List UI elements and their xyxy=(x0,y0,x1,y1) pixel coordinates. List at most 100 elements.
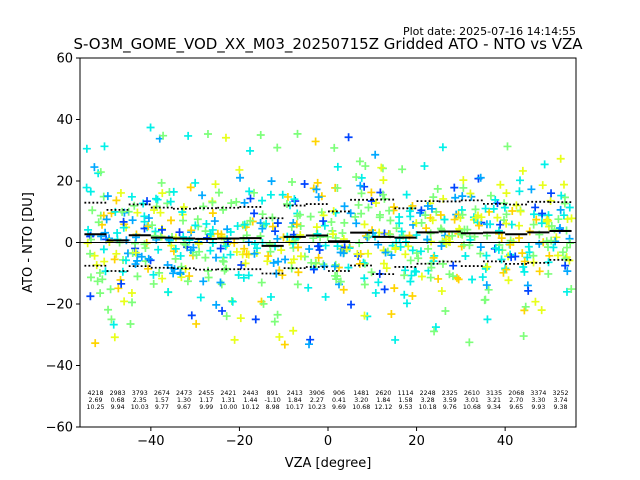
data-point xyxy=(483,315,492,324)
data-point xyxy=(386,216,395,225)
data-point xyxy=(489,204,498,213)
data-point xyxy=(268,222,277,231)
data-point xyxy=(234,270,243,279)
data-point xyxy=(531,203,540,212)
x-tick-label: −20 xyxy=(226,434,253,449)
data-point xyxy=(450,215,459,224)
data-point xyxy=(281,255,290,264)
data-point xyxy=(256,131,265,140)
data-point xyxy=(432,207,441,216)
data-point xyxy=(294,268,303,277)
data-point xyxy=(503,142,512,151)
bin-std-label: 10.12 xyxy=(241,404,259,411)
bin-count-label: 1481 xyxy=(353,390,369,397)
data-point xyxy=(133,208,142,217)
data-point xyxy=(327,218,336,227)
data-point xyxy=(246,216,255,225)
data-point xyxy=(166,216,175,225)
data-point xyxy=(471,205,480,214)
data-point xyxy=(476,173,485,182)
bin-std-label: 12.12 xyxy=(374,404,392,411)
data-point xyxy=(371,288,380,297)
data-point xyxy=(430,327,439,336)
data-point xyxy=(401,250,410,259)
y-tick-label: −60 xyxy=(46,421,73,436)
data-point xyxy=(491,195,500,204)
data-point xyxy=(519,332,528,341)
data-point xyxy=(339,285,348,294)
data-point xyxy=(290,236,299,245)
data-point xyxy=(183,277,192,286)
data-point xyxy=(277,246,286,255)
data-point xyxy=(347,300,356,309)
data-point xyxy=(158,225,167,234)
data-point xyxy=(287,222,296,231)
data-point xyxy=(304,283,313,292)
data-point xyxy=(426,229,435,238)
data-point xyxy=(381,248,390,257)
data-point xyxy=(524,286,533,295)
data-point xyxy=(294,243,303,252)
data-point xyxy=(429,253,438,262)
data-point xyxy=(422,224,431,233)
data-point xyxy=(417,272,426,281)
data-point xyxy=(330,262,339,271)
data-point xyxy=(259,299,268,308)
data-point xyxy=(515,187,524,196)
data-point xyxy=(157,178,166,187)
data-point xyxy=(193,215,202,224)
data-point xyxy=(208,198,217,207)
data-point xyxy=(313,178,322,187)
x-tick-label: 0 xyxy=(324,434,332,449)
data-point xyxy=(93,277,102,286)
data-point xyxy=(567,285,576,294)
data-point xyxy=(441,235,450,244)
data-point xyxy=(232,197,241,206)
data-point xyxy=(187,311,196,320)
data-point xyxy=(428,216,437,225)
data-point xyxy=(210,217,219,226)
data-point xyxy=(266,247,275,256)
data-point xyxy=(305,340,314,349)
data-point xyxy=(459,183,468,192)
data-point xyxy=(222,312,231,321)
data-point xyxy=(273,219,282,228)
data-point xyxy=(282,199,291,208)
data-point xyxy=(103,192,112,201)
data-point xyxy=(356,181,365,190)
data-point xyxy=(496,220,505,229)
data-point xyxy=(429,193,438,202)
data-point xyxy=(258,224,267,233)
data-point xyxy=(251,315,260,324)
data-point xyxy=(382,264,391,273)
data-point xyxy=(537,306,546,315)
data-point xyxy=(240,220,249,229)
data-point xyxy=(391,243,400,252)
data-point xyxy=(535,267,544,276)
data-point xyxy=(191,221,200,230)
data-point xyxy=(458,192,467,201)
data-point xyxy=(119,217,128,226)
data-point xyxy=(561,261,570,270)
data-point xyxy=(128,216,137,225)
data-point xyxy=(194,239,203,248)
data-point xyxy=(289,255,298,264)
data-point xyxy=(105,237,114,246)
data-point xyxy=(437,241,446,250)
data-point xyxy=(99,245,108,254)
data-point xyxy=(217,280,226,289)
data-point xyxy=(280,340,289,349)
data-point xyxy=(245,187,254,196)
data-point xyxy=(221,133,230,142)
data-point xyxy=(240,244,249,253)
data-point xyxy=(144,222,153,231)
data-point xyxy=(458,210,467,219)
data-point xyxy=(273,310,282,319)
data-point xyxy=(102,215,111,224)
bin-count-label: 2421 xyxy=(220,390,236,397)
bin-mean-label: 1.31 xyxy=(221,397,235,404)
data-point xyxy=(406,212,415,221)
data-point xyxy=(278,271,287,280)
data-point xyxy=(95,268,104,277)
data-point xyxy=(199,277,208,286)
